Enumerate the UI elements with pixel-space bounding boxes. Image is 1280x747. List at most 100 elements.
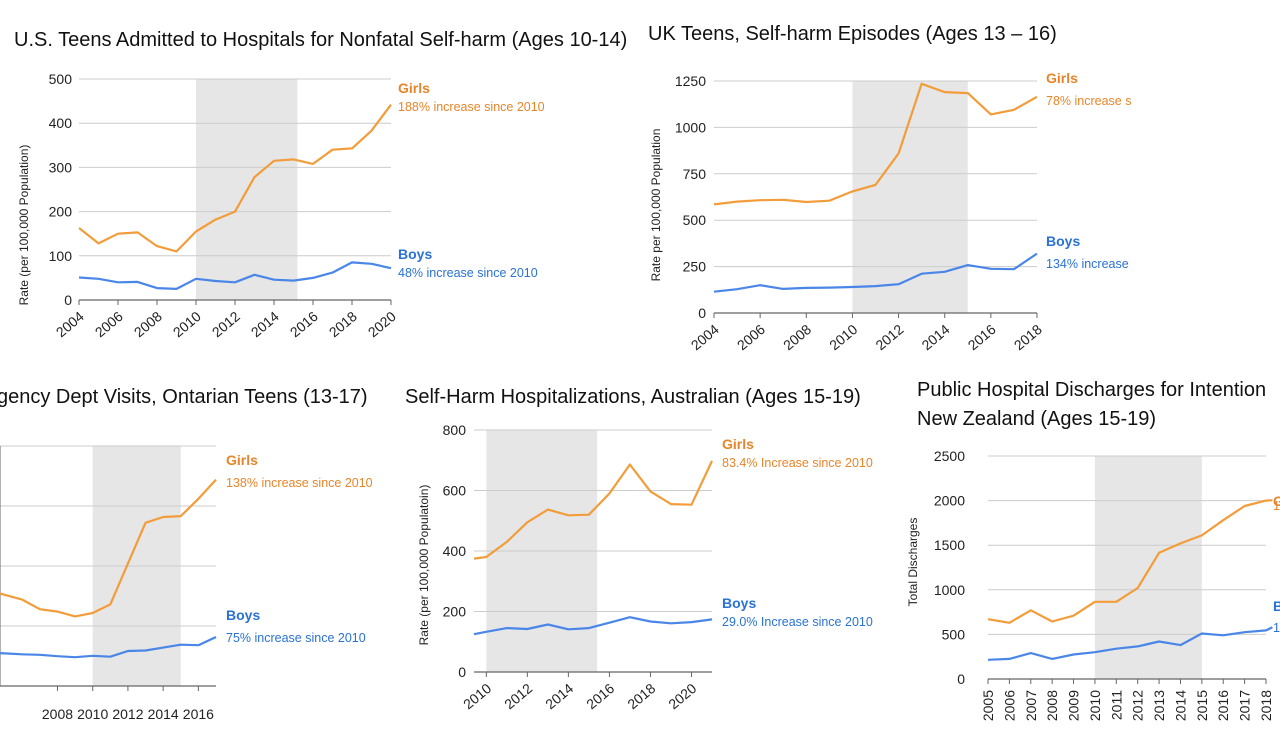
series-line-boys — [473, 616, 713, 636]
y-tick-label: 1500 — [934, 537, 965, 553]
x-tick-label: 2011 — [1108, 690, 1124, 720]
x-tick-label: 2016 — [583, 680, 617, 712]
series-line-g — [987, 499, 1273, 624]
series-note-label: 48% increase since 2010 — [398, 266, 538, 280]
chart-panel-5: 2005 2006 2007 2008 2009 2010 2011 2012 2013 2014… — [906, 379, 1280, 721]
x-tick-label: 2005 — [980, 690, 996, 721]
chart-panel-3: 2008 2010 2012 2014 2016 Girls 138% increase s… — [0, 386, 373, 722]
chart-subtitle: New Zealand (Ages 15-19) — [917, 408, 1156, 430]
chart-title: U.S. Teens Admitted to Hospitals for Non… — [14, 29, 627, 51]
series-name-label: Boys — [398, 246, 432, 262]
x-tick-label: 2008 — [42, 706, 73, 722]
y-tick-label: 400 — [49, 115, 73, 131]
y-tick-label: 100 — [49, 248, 73, 264]
x-tick-label: 2012 — [209, 308, 243, 340]
x-tick-label: 2006 — [734, 321, 768, 353]
x-tick-label: 2016 — [287, 308, 321, 340]
chart-panel-4: 2010 2012 2014 2016 2018 2020 0 200 400 600 800 Rat… — [405, 386, 873, 712]
series-line-boys — [78, 261, 392, 290]
chart-title: UK Teens, Self-harm Episodes (Ages 13 – … — [648, 23, 1057, 45]
series-line-b — [987, 626, 1273, 661]
y-tick-label: 500 — [49, 71, 73, 87]
x-tick-label: 2014 — [1172, 690, 1188, 721]
series-line-boys — [713, 252, 1038, 293]
series-note-label: 29.0% Increase since 2010 — [722, 615, 873, 629]
y-tick-label: 600 — [443, 483, 467, 499]
series-name-label: Boys — [226, 607, 260, 623]
y-tick-label: 800 — [443, 422, 467, 438]
x-tick-label: 2004 — [688, 321, 722, 353]
x-tick-label: 2016 — [183, 706, 214, 722]
x-tick-label: 2008 — [1044, 690, 1060, 721]
chart-title: Public Hospital Discharges for Intention — [917, 379, 1266, 401]
y-tick-label: 300 — [49, 159, 73, 175]
series-note-label: 83.4% Increase since 2010 — [722, 456, 873, 470]
x-tick-label: 2018 — [624, 680, 658, 712]
y-tick-label: 500 — [942, 626, 966, 642]
y-tick-label: 500 — [683, 212, 707, 228]
highlight-band — [1094, 456, 1202, 679]
x-tick-label: 2016 — [1215, 690, 1231, 721]
y-axis-label: Total Discharges — [906, 518, 920, 607]
y-tick-label: 200 — [49, 204, 73, 220]
x-tick-label: 2012 — [872, 321, 906, 353]
x-tick-label: 2012 — [1130, 690, 1146, 721]
y-tick-label: 200 — [443, 604, 467, 620]
x-tick-label: 2010 — [1087, 690, 1103, 721]
y-tick-label: 1250 — [675, 73, 706, 89]
x-tick-label: 2015 — [1194, 690, 1210, 721]
x-tick-label: 2007 — [1023, 690, 1039, 721]
y-axis-label: Rate per 100,000 Population — [649, 129, 663, 282]
y-axis-label: Rate (per 100,000 Population) — [17, 145, 31, 306]
series-name-label: Girls — [398, 80, 430, 96]
y-tick-label: 400 — [443, 543, 467, 559]
y-tick-label: 250 — [683, 259, 707, 275]
x-tick-label: 2012 — [501, 680, 535, 712]
series-note-label: 188% increase since 2010 — [398, 100, 545, 114]
y-tick-label: 0 — [698, 305, 706, 321]
x-tick-label: 2017 — [1237, 690, 1253, 721]
series-note-label: 1 — [1273, 499, 1280, 513]
y-tick-label: 1000 — [675, 119, 706, 135]
series-name-label: Girls — [722, 436, 754, 452]
x-tick-label: 2006 — [92, 308, 126, 340]
x-tick-label: 2020 — [365, 308, 399, 340]
x-tick-label: 2010 — [826, 321, 860, 353]
series-note-label: 1 — [1273, 621, 1280, 635]
y-tick-label: 0 — [458, 664, 466, 680]
x-tick-label: 2008 — [131, 308, 165, 340]
y-tick-label: 0 — [957, 671, 965, 687]
chart-title: gency Dept Visits, Ontarian Teens (13-17… — [0, 386, 368, 408]
x-tick-label: 2004 — [53, 308, 87, 340]
chart-panel-1: 2004 2006 2008 2010 2012 2014 2016 2018 2020 0 100… — [14, 29, 627, 340]
x-tick-label: 2014 — [248, 308, 282, 340]
x-tick-label: 2014 — [542, 680, 576, 712]
series-name-label: Boys — [1046, 233, 1080, 249]
x-tick-label: 2014 — [918, 321, 952, 353]
y-axis-label: Rate (per 100,000 Populatoin) — [417, 485, 431, 646]
series-name-label: Boys — [722, 595, 756, 611]
series-note-label: 75% increase since 2010 — [226, 631, 366, 645]
chart-title: Self-Harm Hospitalizations, Australian (… — [405, 386, 861, 408]
x-tick-label: 2013 — [1151, 690, 1167, 721]
series-name-label: G — [1273, 493, 1280, 509]
x-tick-label: 2018 — [326, 308, 360, 340]
series-note-label: 134% increase — [1046, 257, 1129, 271]
series-name-label: B — [1273, 598, 1280, 614]
series-name-label: Girls — [1046, 70, 1078, 86]
chart-panel-2: 2004 2006 2008 2010 2012 2014 2016 2018 0 250 500 7… — [648, 23, 1131, 353]
y-tick-label: 0 — [64, 292, 72, 308]
x-tick-label: 2018 — [1011, 321, 1045, 353]
x-tick-label: 2018 — [1258, 690, 1274, 721]
x-tick-label: 2012 — [112, 706, 143, 722]
series-note-label: 78% increase s — [1046, 94, 1131, 108]
x-tick-label: 2008 — [780, 321, 814, 353]
x-tick-label: 2014 — [148, 706, 179, 722]
y-tick-label: 1000 — [934, 582, 965, 598]
x-tick-label: 2006 — [1001, 690, 1017, 721]
series-note-label: 138% increase since 2010 — [226, 476, 373, 490]
y-tick-label: 2000 — [934, 493, 965, 509]
x-tick-label: 2020 — [665, 680, 699, 712]
x-tick-label: 2009 — [1066, 690, 1082, 721]
